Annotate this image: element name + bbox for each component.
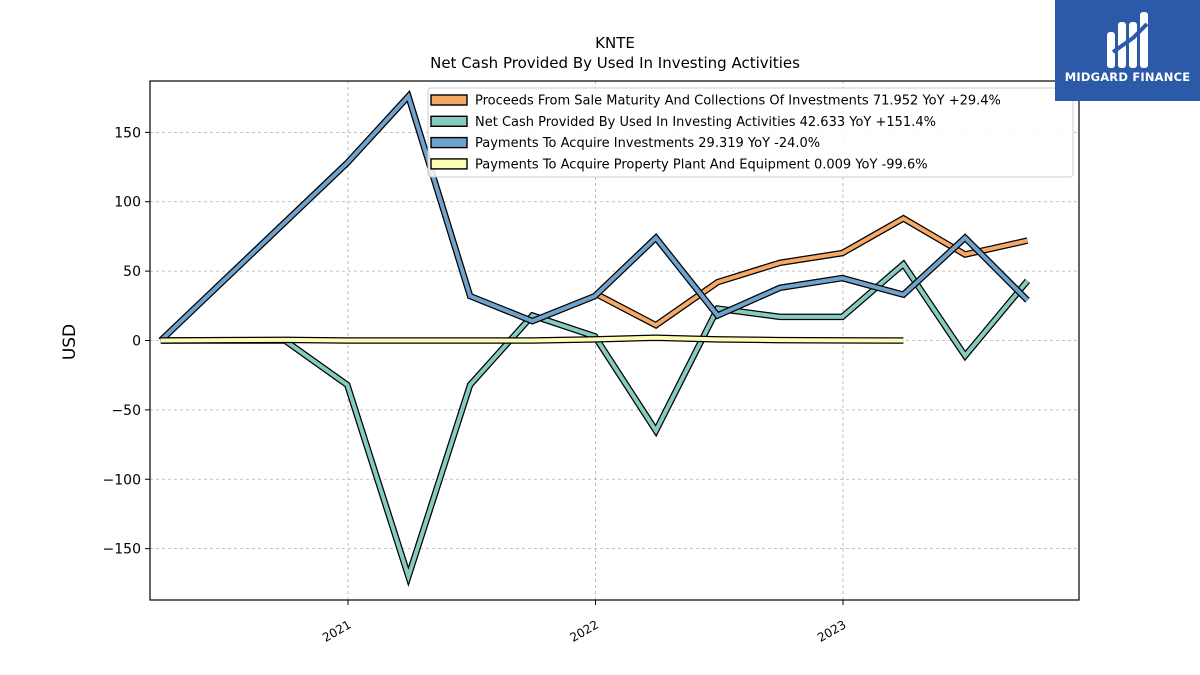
y-tick-label: 50: [123, 264, 141, 280]
x-axis-ticks: 2021 2022 2023: [320, 600, 849, 645]
y-tick-label: 150: [114, 125, 141, 141]
legend-box: [427, 87, 1074, 178]
logo-text: MIDGARD FINANCE: [1064, 70, 1191, 84]
y-tick-label: 100: [114, 195, 141, 211]
legend-entry-label: Net Cash Provided By Used In Investing A…: [475, 115, 936, 130]
y-tick-label: −150: [103, 542, 141, 558]
legend-swatch: [430, 158, 468, 170]
legend-swatch: [430, 94, 468, 106]
y-tick-label: −50: [111, 403, 141, 419]
x-tick-label: 2021: [320, 617, 353, 644]
legend-entry-label: Payments To Acquire Property Plant And E…: [475, 157, 928, 172]
x-tick-label: 2022: [568, 617, 601, 644]
legend-entry-label: Proceeds From Sale Maturity And Collecti…: [475, 94, 1001, 109]
brand-logo: MIDGARD FINANCE: [1055, 0, 1200, 101]
y-tick-label: −100: [103, 472, 141, 488]
legend-swatch: [430, 136, 468, 149]
y-axis-ticks: −150 −100 −50 0 50 100 150: [103, 125, 150, 558]
legend-swatch: [430, 115, 468, 128]
chart-title: KNTE: [595, 34, 635, 52]
x-tick-label: 2023: [815, 617, 848, 644]
logo-mark-icon: [1107, 12, 1149, 68]
y-tick-label: 0: [132, 334, 141, 350]
series-outline-0: [593, 214, 1029, 329]
legend: Proceeds From Sale Maturity And Collecti…: [427, 87, 1074, 178]
series-line-2: [159, 92, 1029, 342]
series-line-3: [160, 335, 904, 343]
series-lines: [158, 89, 1030, 588]
y-axis-label: USD: [60, 324, 80, 360]
series-line-1: [160, 261, 1030, 583]
plot-frame: [149, 80, 1080, 601]
series-line-0: [593, 216, 1028, 328]
series-outline-1: [160, 259, 1030, 588]
chart-subtitle: Net Cash Provided By Used In Investing A…: [430, 54, 800, 72]
legend-entry-label: Payments To Acquire Investments 29.319 Y…: [475, 136, 820, 151]
